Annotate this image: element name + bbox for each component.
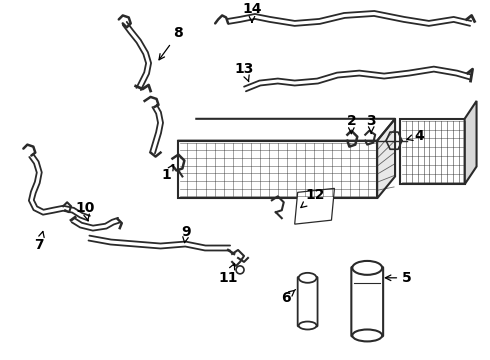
Ellipse shape	[236, 266, 244, 274]
Text: 9: 9	[182, 225, 191, 243]
Text: 1: 1	[162, 165, 173, 183]
Ellipse shape	[299, 321, 317, 329]
Ellipse shape	[352, 261, 382, 275]
Text: 11: 11	[219, 264, 238, 285]
Text: 13: 13	[234, 62, 254, 82]
Text: 3: 3	[367, 114, 376, 133]
Text: 2: 2	[346, 114, 356, 134]
Text: 10: 10	[75, 201, 95, 221]
Polygon shape	[377, 119, 395, 198]
Ellipse shape	[299, 273, 317, 283]
Polygon shape	[400, 119, 465, 184]
Text: 4: 4	[407, 129, 424, 143]
Ellipse shape	[352, 329, 382, 341]
FancyBboxPatch shape	[351, 267, 383, 337]
Text: 14: 14	[242, 3, 262, 22]
Polygon shape	[465, 101, 477, 184]
Text: 12: 12	[301, 188, 325, 208]
Polygon shape	[294, 188, 335, 224]
Text: 7: 7	[34, 231, 44, 252]
Text: 5: 5	[385, 271, 412, 285]
Text: 6: 6	[281, 289, 295, 305]
Polygon shape	[178, 141, 377, 198]
Text: 8: 8	[159, 26, 183, 60]
FancyBboxPatch shape	[297, 277, 318, 327]
